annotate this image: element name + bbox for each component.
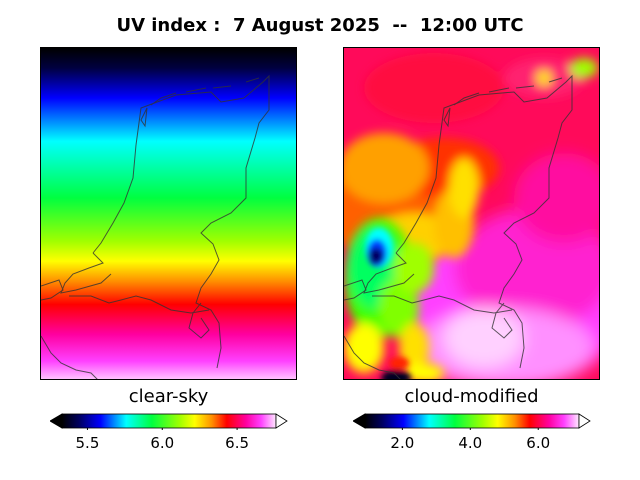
cloud-modified-tick-label: 2.0: [390, 434, 415, 452]
clear-sky-tick-label: 6.0: [150, 434, 175, 452]
clear-sky-ticks: [86, 428, 238, 430]
cloud-modified-ticks: [401, 428, 539, 430]
clear-sky-colorbar: [50, 413, 288, 430]
clear-sky-label: clear-sky: [128, 386, 209, 407]
clear-sky-tick-label: 5.5: [75, 434, 100, 452]
cloud-modified-field: [344, 48, 599, 379]
map-title: UV index : 7 August 2025 -- 12:00 UTC: [116, 15, 524, 36]
cloud-modified-tick-label: 6.0: [526, 434, 551, 452]
clear-sky-field: [41, 48, 296, 379]
cloud-modified-tick-label: 4.0: [458, 434, 483, 452]
clear-sky-map: [40, 47, 297, 380]
coastline-right: [344, 74, 573, 379]
clear-sky-tick-label: 6.5: [225, 434, 250, 452]
coastline-left: [41, 74, 270, 379]
cloud-modified-label: cloud-modified: [404, 386, 539, 407]
cloud-modified-map: [343, 47, 600, 380]
cloud-modified-colorbar: [353, 413, 591, 430]
